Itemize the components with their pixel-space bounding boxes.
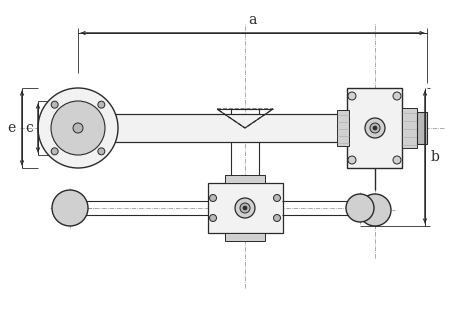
Circle shape <box>51 101 58 108</box>
Circle shape <box>393 156 401 164</box>
Circle shape <box>98 101 105 108</box>
Circle shape <box>243 206 247 210</box>
Text: b: b <box>431 150 440 164</box>
Circle shape <box>274 194 280 202</box>
Circle shape <box>51 101 105 155</box>
Circle shape <box>235 198 255 218</box>
Circle shape <box>51 148 58 155</box>
Circle shape <box>348 156 356 164</box>
Bar <box>347 88 402 168</box>
Circle shape <box>370 123 380 133</box>
Bar <box>225 233 265 241</box>
Circle shape <box>346 194 374 222</box>
Text: a: a <box>248 13 256 27</box>
Bar <box>337 110 349 146</box>
Text: e: e <box>8 121 16 135</box>
Text: c: c <box>25 121 33 135</box>
Circle shape <box>274 214 280 222</box>
Circle shape <box>210 214 216 222</box>
Circle shape <box>38 88 118 168</box>
Circle shape <box>98 148 105 155</box>
Bar <box>208 183 283 233</box>
Circle shape <box>373 126 377 130</box>
Circle shape <box>210 194 216 202</box>
Circle shape <box>348 92 356 100</box>
Circle shape <box>359 194 391 226</box>
Circle shape <box>73 123 83 133</box>
Bar <box>83 114 347 142</box>
Circle shape <box>393 92 401 100</box>
Circle shape <box>52 190 88 226</box>
Bar <box>225 175 265 183</box>
Bar <box>402 108 417 148</box>
Bar <box>417 112 427 144</box>
Circle shape <box>240 203 250 213</box>
Circle shape <box>365 118 385 138</box>
